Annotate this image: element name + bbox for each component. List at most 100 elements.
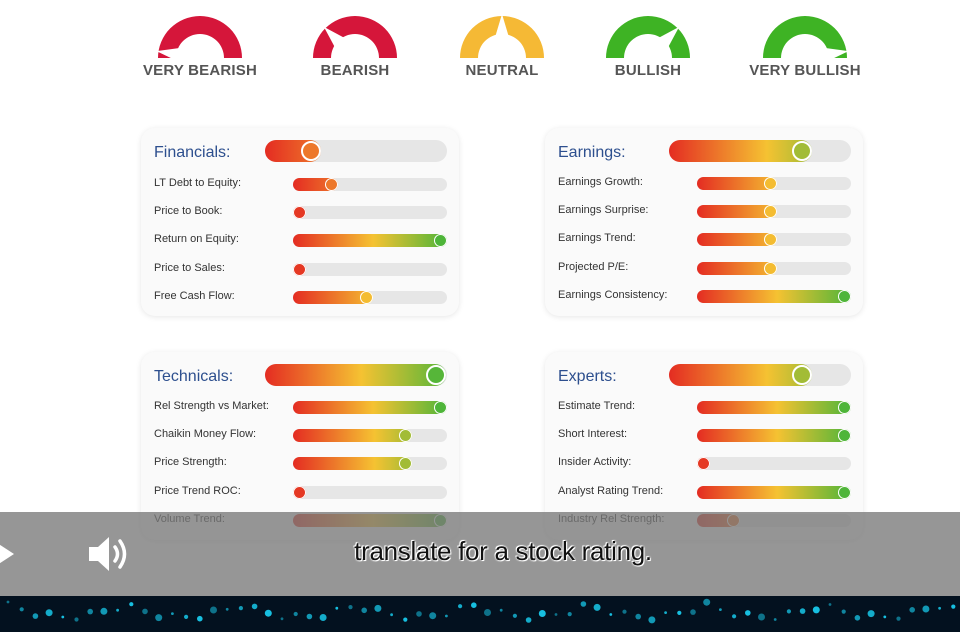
metric-fill (697, 429, 851, 442)
metric-bar (293, 486, 447, 499)
metric-bar (293, 178, 447, 191)
metric-row: Earnings Consistency: (558, 286, 853, 306)
gauge-neutral: NEUTRAL (437, 14, 567, 79)
metric-bar (293, 429, 447, 442)
gauge-very-bearish-icon (156, 16, 242, 60)
gauge-very-bullish: VERY BULLISH (740, 14, 870, 79)
glowing-dots-decoration (6, 598, 956, 624)
metric-knob (434, 234, 447, 247)
metric-row: Earnings Trend: (558, 229, 853, 249)
card-financials: Financials: LT Debt to Equity: Price to … (141, 128, 459, 316)
card-score-bar (669, 140, 851, 162)
gauge-bearish-icon (313, 16, 397, 58)
metric-fill (293, 457, 412, 470)
metric-knob (697, 457, 710, 470)
metric-label: Analyst Rating Trend: (558, 485, 664, 497)
gauge-bullish: BULLISH (583, 14, 713, 79)
metric-row: Price Trend ROC: (154, 482, 449, 502)
video-control-bar: translate for a stock rating. (0, 512, 960, 596)
card-earnings: Earnings: Earnings Growth: Earnings Surp… (545, 128, 863, 316)
metric-bar (697, 177, 851, 190)
score-fill (669, 364, 812, 386)
gauge-neutral-icon (460, 14, 544, 58)
metric-bar (697, 486, 851, 499)
metric-bar (697, 262, 851, 275)
metric-fill (697, 486, 851, 499)
metric-label: Estimate Trend: (558, 400, 636, 412)
metric-bar (293, 401, 447, 414)
metric-knob (838, 401, 851, 414)
metric-fill (697, 233, 778, 246)
metric-row: Price to Book: (154, 202, 449, 222)
metric-fill (697, 205, 778, 218)
metric-row: Estimate Trend: (558, 397, 853, 417)
metric-fill (293, 401, 447, 414)
metric-row: Price Strength: (154, 453, 449, 473)
gauge-bullish-label: BULLISH (614, 62, 682, 79)
metric-label: Earnings Surprise: (558, 204, 649, 216)
metric-bar (697, 205, 851, 218)
metric-knob (360, 291, 374, 304)
gauge-very-bearish: VERY BEARISH (135, 14, 265, 79)
metric-bar (697, 457, 851, 470)
metric-knob (293, 486, 306, 499)
card-title: Technicals: (154, 368, 234, 385)
metric-label: Earnings Trend: (558, 232, 636, 244)
metric-knob (434, 401, 447, 414)
metric-bar (293, 457, 447, 470)
metric-knob (838, 290, 851, 303)
metric-row: Earnings Surprise: (558, 201, 853, 221)
metric-row: Free Cash Flow: (154, 287, 449, 307)
metric-label: Price to Sales: (154, 262, 225, 274)
gauge-very-bearish-label: VERY BEARISH (142, 62, 258, 79)
card-score-bar (669, 364, 851, 386)
metric-fill (293, 234, 447, 247)
metric-knob (838, 486, 851, 499)
metric-label: LT Debt to Equity: (154, 177, 242, 189)
metric-bar (697, 290, 851, 303)
gauge-neutral-label: NEUTRAL (465, 62, 539, 79)
score-knob (300, 141, 321, 161)
volume-icon[interactable] (89, 536, 131, 572)
metric-knob (838, 429, 851, 442)
metric-fill (697, 401, 851, 414)
score-knob (791, 141, 812, 161)
metric-label: Return on Equity: (154, 233, 239, 245)
play-icon[interactable] (0, 541, 14, 567)
metric-bar (293, 234, 447, 247)
metric-label: Price to Book: (154, 205, 223, 217)
metric-row: Return on Equity: (154, 230, 449, 250)
card-score-bar (265, 364, 447, 386)
decorative-strip (0, 596, 960, 632)
metric-fill (697, 290, 851, 303)
metric-row: LT Debt to Equity: (154, 174, 449, 194)
rating-gauges: VERY BEARISH BEARISH NEUTRAL BULLISH VER… (0, 14, 960, 84)
card-technicals: Technicals: Rel Strength vs Market: Chai… (141, 352, 459, 540)
metric-label: Free Cash Flow: (154, 290, 235, 302)
metric-knob (325, 178, 338, 191)
metric-fill (293, 429, 412, 442)
metric-knob (764, 177, 778, 190)
score-knob (426, 365, 447, 385)
metric-knob (293, 263, 306, 276)
metric-label: Earnings Consistency: (558, 289, 668, 301)
metric-bar (697, 429, 851, 442)
metric-row: Price to Sales: (154, 259, 449, 279)
metric-label: Price Trend ROC: (154, 485, 241, 497)
metric-knob (764, 205, 778, 218)
metric-label: Earnings Growth: (558, 176, 643, 188)
score-fill (265, 364, 447, 386)
metric-knob (398, 429, 412, 442)
metric-knob (398, 457, 412, 470)
metric-bar (293, 263, 447, 276)
metric-bar (697, 233, 851, 246)
metric-row: Analyst Rating Trend: (558, 482, 853, 502)
metric-row: Rel Strength vs Market: (154, 397, 449, 417)
score-fill (669, 140, 812, 162)
score-knob (791, 365, 812, 385)
metric-row: Projected P/E: (558, 258, 853, 278)
metric-label: Short Interest: (558, 428, 628, 440)
video-caption: translate for a stock rating. (354, 536, 652, 566)
gauge-bullish-icon (606, 16, 690, 58)
card-title: Financials: (154, 144, 231, 161)
